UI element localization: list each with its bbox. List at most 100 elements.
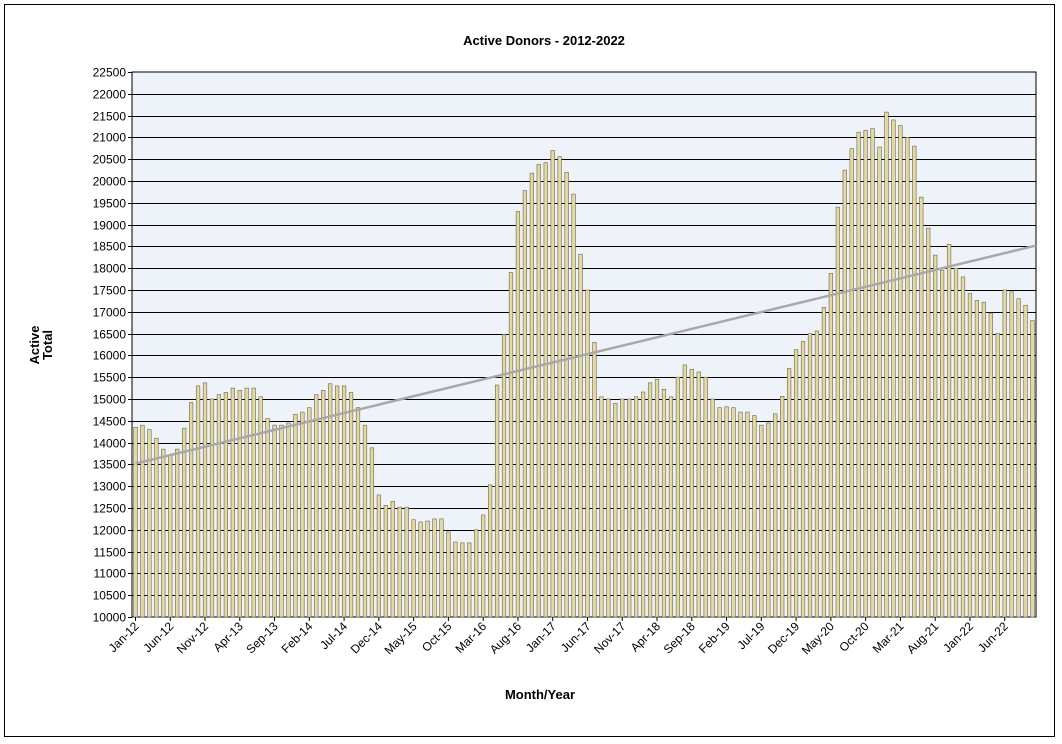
bar bbox=[1016, 298, 1021, 618]
x-tick-label: Dec-19 bbox=[765, 619, 802, 656]
bar bbox=[849, 148, 854, 618]
bar bbox=[557, 156, 562, 618]
bar bbox=[494, 384, 500, 618]
y-tick-label: 22500 bbox=[93, 66, 127, 80]
bar bbox=[293, 413, 298, 618]
bar bbox=[933, 254, 938, 618]
bar bbox=[508, 272, 514, 618]
x-tick-label: Jul-19 bbox=[734, 619, 767, 652]
y-tick-label: 18500 bbox=[93, 240, 127, 254]
bar bbox=[209, 398, 215, 618]
x-tick-label: May-15 bbox=[382, 619, 420, 657]
bar bbox=[481, 514, 486, 618]
bar bbox=[752, 415, 757, 618]
bar bbox=[355, 407, 361, 618]
bar bbox=[606, 398, 611, 618]
bar bbox=[133, 427, 138, 618]
bar bbox=[536, 164, 541, 618]
bar bbox=[592, 342, 597, 618]
bar bbox=[439, 518, 444, 618]
bar bbox=[863, 130, 868, 618]
bar bbox=[307, 407, 312, 618]
chart-svg: Active Donors - 2012-2022 10000 10500 1100… bbox=[27, 33, 1037, 702]
bar bbox=[168, 455, 173, 618]
bar bbox=[668, 396, 674, 618]
bar bbox=[960, 276, 966, 618]
bar bbox=[738, 411, 743, 618]
y-tick-label: 20000 bbox=[93, 175, 127, 189]
y-tick-label: 10500 bbox=[93, 589, 127, 603]
y-tick-label: 11500 bbox=[94, 546, 127, 560]
bar bbox=[383, 505, 388, 618]
y-tick-label: 10000 bbox=[93, 611, 127, 625]
bar bbox=[912, 145, 917, 618]
bar bbox=[474, 529, 479, 618]
y-axis-title-line-2: Total bbox=[40, 330, 55, 360]
bar bbox=[898, 125, 903, 618]
y-axis: 10000 10500 11000 11500 12000 12500 13000 13500… bbox=[93, 66, 132, 625]
bar bbox=[376, 494, 381, 618]
bar bbox=[418, 521, 423, 618]
x-tick-label: Nov-17 bbox=[591, 619, 628, 656]
y-tick-label: 16000 bbox=[93, 349, 127, 363]
bar bbox=[529, 172, 534, 618]
bar bbox=[1023, 304, 1028, 618]
bar bbox=[397, 506, 402, 618]
bar bbox=[175, 448, 180, 618]
bar bbox=[147, 429, 152, 618]
bar bbox=[571, 193, 576, 618]
bar bbox=[522, 190, 528, 618]
y-tick-label: 14500 bbox=[93, 415, 127, 429]
y-tick-label: 20500 bbox=[93, 153, 127, 167]
bar bbox=[919, 196, 924, 618]
bar bbox=[341, 385, 347, 618]
trendline bbox=[135, 244, 1037, 465]
bar bbox=[675, 376, 680, 618]
x-tick-label: Jan-17 bbox=[523, 619, 559, 655]
bar bbox=[1009, 291, 1014, 618]
bar bbox=[154, 437, 159, 618]
x-tick-label: Feb-19 bbox=[696, 619, 733, 656]
bar bbox=[286, 422, 291, 618]
bar bbox=[654, 379, 660, 618]
bar bbox=[515, 211, 521, 618]
bar bbox=[501, 334, 507, 618]
x-tick-label: Jan-22 bbox=[940, 619, 976, 655]
bar bbox=[856, 131, 861, 618]
bar bbox=[946, 243, 952, 618]
bar bbox=[953, 267, 959, 618]
bar bbox=[745, 411, 750, 618]
bar bbox=[488, 484, 493, 618]
bar bbox=[835, 206, 840, 618]
y-tick-label: 21500 bbox=[93, 110, 127, 124]
bar bbox=[599, 396, 604, 618]
bar bbox=[627, 398, 632, 618]
y-tick-label: 12000 bbox=[93, 524, 127, 538]
bar bbox=[272, 424, 277, 618]
y-tick-label: 16500 bbox=[93, 328, 127, 342]
bar bbox=[870, 128, 875, 618]
x-tick-label: Jun-17 bbox=[558, 619, 594, 655]
bar bbox=[974, 300, 980, 618]
bar bbox=[877, 146, 882, 618]
bar bbox=[404, 506, 409, 618]
bar bbox=[780, 396, 785, 618]
bar bbox=[717, 407, 722, 618]
bar bbox=[647, 382, 653, 618]
bar bbox=[926, 227, 931, 618]
bar bbox=[940, 270, 945, 618]
x-tick-label: Sep-18 bbox=[661, 619, 698, 656]
bar bbox=[328, 383, 333, 618]
chart-frame: Active Donors - 2012-2022 10000 10500 1100… bbox=[4, 4, 1055, 737]
x-tick-label: Apr-18 bbox=[628, 619, 664, 655]
bar bbox=[189, 402, 194, 618]
bar bbox=[182, 427, 187, 618]
y-tick-label: 13000 bbox=[93, 480, 127, 494]
bar bbox=[703, 376, 708, 618]
bar bbox=[230, 387, 235, 618]
bar bbox=[237, 389, 242, 618]
y-axis-title-line-1: Active bbox=[27, 325, 42, 364]
bars bbox=[133, 111, 1035, 618]
bar bbox=[369, 447, 375, 618]
bar bbox=[453, 541, 458, 618]
